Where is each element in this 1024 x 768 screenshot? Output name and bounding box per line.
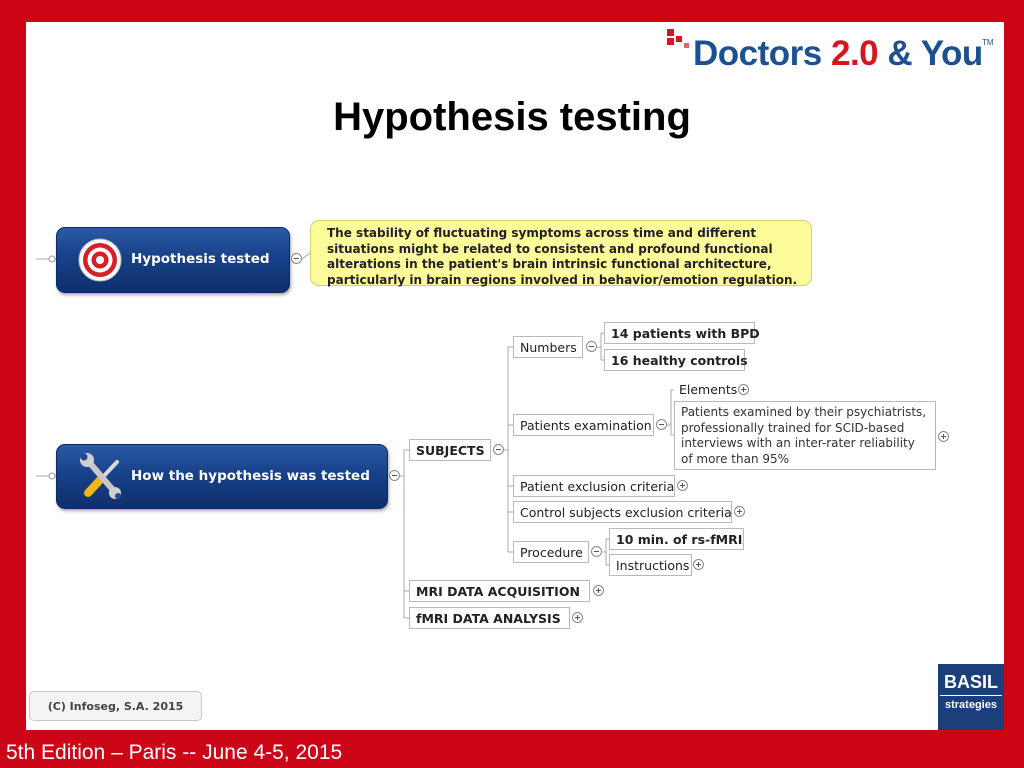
- footer-text: 5th Edition – Paris -- June 4-5, 2015: [6, 741, 343, 764]
- logo-word-you: & You: [887, 34, 983, 73]
- logo-text: Doctors 2.0 & You: [693, 34, 983, 74]
- procedure-item-instructions[interactable]: Instructions: [609, 554, 692, 576]
- method-collapse-toggle[interactable]: [389, 470, 400, 481]
- tools-icon: [80, 453, 121, 499]
- mri-acquisition-node[interactable]: MRI DATA ACQUISITION: [409, 580, 590, 602]
- logo-word-doctors: Doctors: [693, 34, 822, 73]
- fmri-analysis-expand-toggle[interactable]: [572, 612, 583, 623]
- fmri-analysis-node[interactable]: fMRI DATA ANALYSIS: [409, 607, 570, 629]
- method-node[interactable]: How the hypothesis was tested: [56, 444, 388, 509]
- control-exclusion-node[interactable]: Control subjects exclusion criteria: [513, 501, 732, 523]
- logo-word-version: 2.0: [830, 34, 879, 73]
- mri-acquisition-expand-toggle[interactable]: [593, 585, 604, 596]
- detail-expand-toggle[interactable]: [938, 431, 949, 442]
- hypothesis-tested-label: Hypothesis tested: [131, 251, 270, 267]
- hypothesis-tested-node[interactable]: Hypothesis tested: [56, 227, 290, 293]
- elements-node[interactable]: Elements: [679, 382, 738, 397]
- numbers-item-patients[interactable]: 14 patients with BPD: [604, 322, 760, 344]
- basil-logo-subtitle: strategies: [940, 695, 1002, 712]
- logo-trademark: TM: [982, 38, 994, 47]
- subjects-collapse-toggle[interactable]: [493, 444, 504, 455]
- logo-mark-icon: [667, 29, 689, 48]
- copyright-badge: (C) Infoseg, S.A. 2015: [29, 691, 202, 721]
- patient-exclusion-node[interactable]: Patient exclusion criteria: [513, 475, 675, 497]
- page-title: Hypothesis testing: [333, 95, 691, 139]
- numbers-item-controls[interactable]: 16 healthy controls: [604, 349, 748, 371]
- target-icon: [78, 238, 122, 282]
- procedure-node[interactable]: Procedure: [513, 541, 589, 563]
- logo-area: [656, 22, 1004, 80]
- basil-logo: BASIL strategies: [938, 664, 1004, 730]
- patients-examination-node[interactable]: Patients examination: [513, 414, 654, 436]
- instructions-expand-toggle[interactable]: [693, 559, 704, 570]
- procedure-item-rsfmri[interactable]: 10 min. of rs-fMRI: [609, 528, 744, 550]
- control-exclusion-expand-toggle[interactable]: [734, 506, 745, 517]
- numbers-collapse-toggle[interactable]: [586, 341, 597, 352]
- examination-detail: Patients examined by their psychiatrists…: [674, 401, 936, 470]
- numbers-node[interactable]: Numbers: [513, 336, 583, 358]
- elements-expand-toggle[interactable]: [738, 384, 749, 395]
- method-label: How the hypothesis was tested: [131, 468, 370, 484]
- hypothesis-collapse-toggle[interactable]: [291, 253, 302, 264]
- hypothesis-note: The stability of fluctuating symptoms ac…: [310, 220, 812, 287]
- patient-exclusion-expand-toggle[interactable]: [677, 480, 688, 491]
- procedure-collapse-toggle[interactable]: [591, 546, 602, 557]
- subjects-node[interactable]: SUBJECTS: [409, 439, 491, 461]
- hypothesis-note-text: The stability of fluctuating symptoms ac…: [327, 226, 798, 287]
- examination-collapse-toggle[interactable]: [656, 419, 667, 430]
- basil-logo-title: BASIL: [944, 672, 998, 692]
